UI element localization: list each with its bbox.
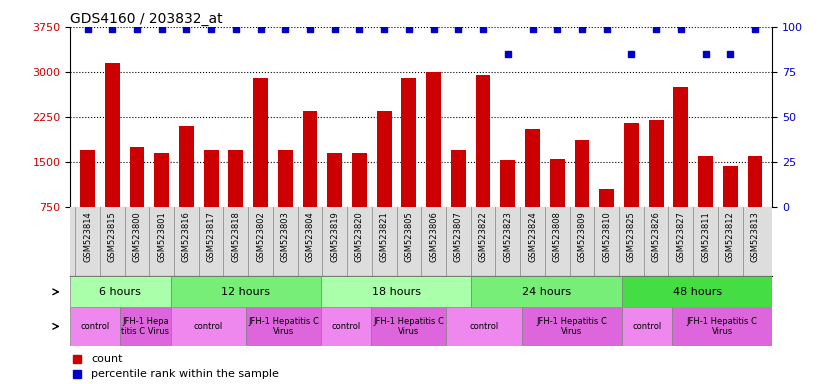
- Bar: [130, 147, 145, 253]
- Bar: [501, 161, 515, 253]
- Text: GSM523819: GSM523819: [330, 211, 339, 262]
- Text: GSM523811: GSM523811: [701, 211, 710, 262]
- Text: control: control: [193, 322, 223, 331]
- Bar: [622, 307, 672, 346]
- Bar: [179, 126, 194, 253]
- Bar: [550, 159, 565, 253]
- Text: JFH-1 Hepa
titis C Virus: JFH-1 Hepa titis C Virus: [121, 317, 169, 336]
- Text: 18 hours: 18 hours: [372, 287, 420, 297]
- Text: GSM523809: GSM523809: [577, 211, 586, 262]
- Bar: [673, 87, 688, 253]
- Text: GSM523812: GSM523812: [726, 211, 735, 262]
- Text: GSM523804: GSM523804: [306, 211, 315, 262]
- Text: GSM523816: GSM523816: [182, 211, 191, 262]
- Bar: [698, 156, 713, 253]
- Bar: [472, 276, 622, 307]
- Bar: [575, 140, 590, 253]
- Bar: [121, 307, 170, 346]
- Text: GSM523820: GSM523820: [355, 211, 364, 262]
- Text: 24 hours: 24 hours: [522, 287, 572, 297]
- Bar: [80, 150, 95, 253]
- Text: GSM523826: GSM523826: [652, 211, 661, 262]
- Text: GSM523814: GSM523814: [83, 211, 92, 262]
- Bar: [624, 123, 638, 253]
- Text: GSM523801: GSM523801: [157, 211, 166, 262]
- Text: control: control: [331, 322, 361, 331]
- Text: 12 hours: 12 hours: [221, 287, 270, 297]
- Bar: [672, 307, 772, 346]
- Text: GSM523824: GSM523824: [528, 211, 537, 262]
- Bar: [154, 153, 169, 253]
- Text: GDS4160 / 203832_at: GDS4160 / 203832_at: [70, 12, 223, 26]
- Bar: [70, 276, 170, 307]
- Bar: [70, 307, 121, 346]
- Bar: [246, 307, 321, 346]
- Text: GSM523807: GSM523807: [453, 211, 463, 262]
- Text: GSM523810: GSM523810: [602, 211, 611, 262]
- Bar: [451, 150, 466, 253]
- Bar: [321, 307, 371, 346]
- Bar: [327, 153, 342, 253]
- Text: percentile rank within the sample: percentile rank within the sample: [92, 369, 279, 379]
- Bar: [302, 111, 317, 253]
- Text: JFH-1 Hepatitis C
Virus: JFH-1 Hepatitis C Virus: [686, 317, 757, 336]
- Bar: [521, 307, 622, 346]
- Bar: [525, 129, 540, 253]
- Text: GSM523825: GSM523825: [627, 211, 636, 262]
- Text: control: control: [633, 322, 662, 331]
- Text: GSM523817: GSM523817: [206, 211, 216, 262]
- Text: control: control: [81, 322, 110, 331]
- Bar: [476, 75, 491, 253]
- Bar: [352, 153, 367, 253]
- Bar: [377, 111, 392, 253]
- Bar: [599, 189, 614, 253]
- Text: GSM523813: GSM523813: [751, 211, 759, 262]
- Bar: [278, 150, 292, 253]
- Text: 6 hours: 6 hours: [99, 287, 141, 297]
- Bar: [748, 156, 762, 253]
- Text: count: count: [92, 354, 123, 364]
- Text: control: control: [469, 322, 499, 331]
- Text: 48 hours: 48 hours: [672, 287, 722, 297]
- Bar: [723, 166, 738, 253]
- Bar: [426, 72, 441, 253]
- Text: GSM523823: GSM523823: [503, 211, 512, 262]
- Text: GSM523806: GSM523806: [430, 211, 438, 262]
- Text: JFH-1 Hepatitis C
Virus: JFH-1 Hepatitis C Virus: [248, 317, 319, 336]
- Bar: [105, 63, 120, 253]
- Bar: [170, 307, 246, 346]
- Text: GSM523815: GSM523815: [107, 211, 116, 262]
- Text: GSM523808: GSM523808: [553, 211, 562, 262]
- Bar: [253, 78, 268, 253]
- Text: GSM523821: GSM523821: [380, 211, 389, 262]
- Text: GSM523818: GSM523818: [231, 211, 240, 262]
- Text: JFH-1 Hepatitis C
Virus: JFH-1 Hepatitis C Virus: [373, 317, 444, 336]
- Text: JFH-1 Hepatitis C
Virus: JFH-1 Hepatitis C Virus: [536, 317, 607, 336]
- Text: GSM523803: GSM523803: [281, 211, 290, 262]
- Text: GSM523805: GSM523805: [405, 211, 413, 262]
- Text: GSM523827: GSM523827: [676, 211, 686, 262]
- Bar: [648, 120, 663, 253]
- Text: GSM523800: GSM523800: [132, 211, 141, 262]
- Bar: [229, 150, 244, 253]
- Bar: [401, 78, 416, 253]
- Bar: [371, 307, 446, 346]
- Text: GSM523802: GSM523802: [256, 211, 265, 262]
- Bar: [446, 307, 521, 346]
- Bar: [622, 276, 772, 307]
- Bar: [204, 150, 219, 253]
- Bar: [321, 276, 472, 307]
- Text: GSM523822: GSM523822: [478, 211, 487, 262]
- Bar: [170, 276, 321, 307]
